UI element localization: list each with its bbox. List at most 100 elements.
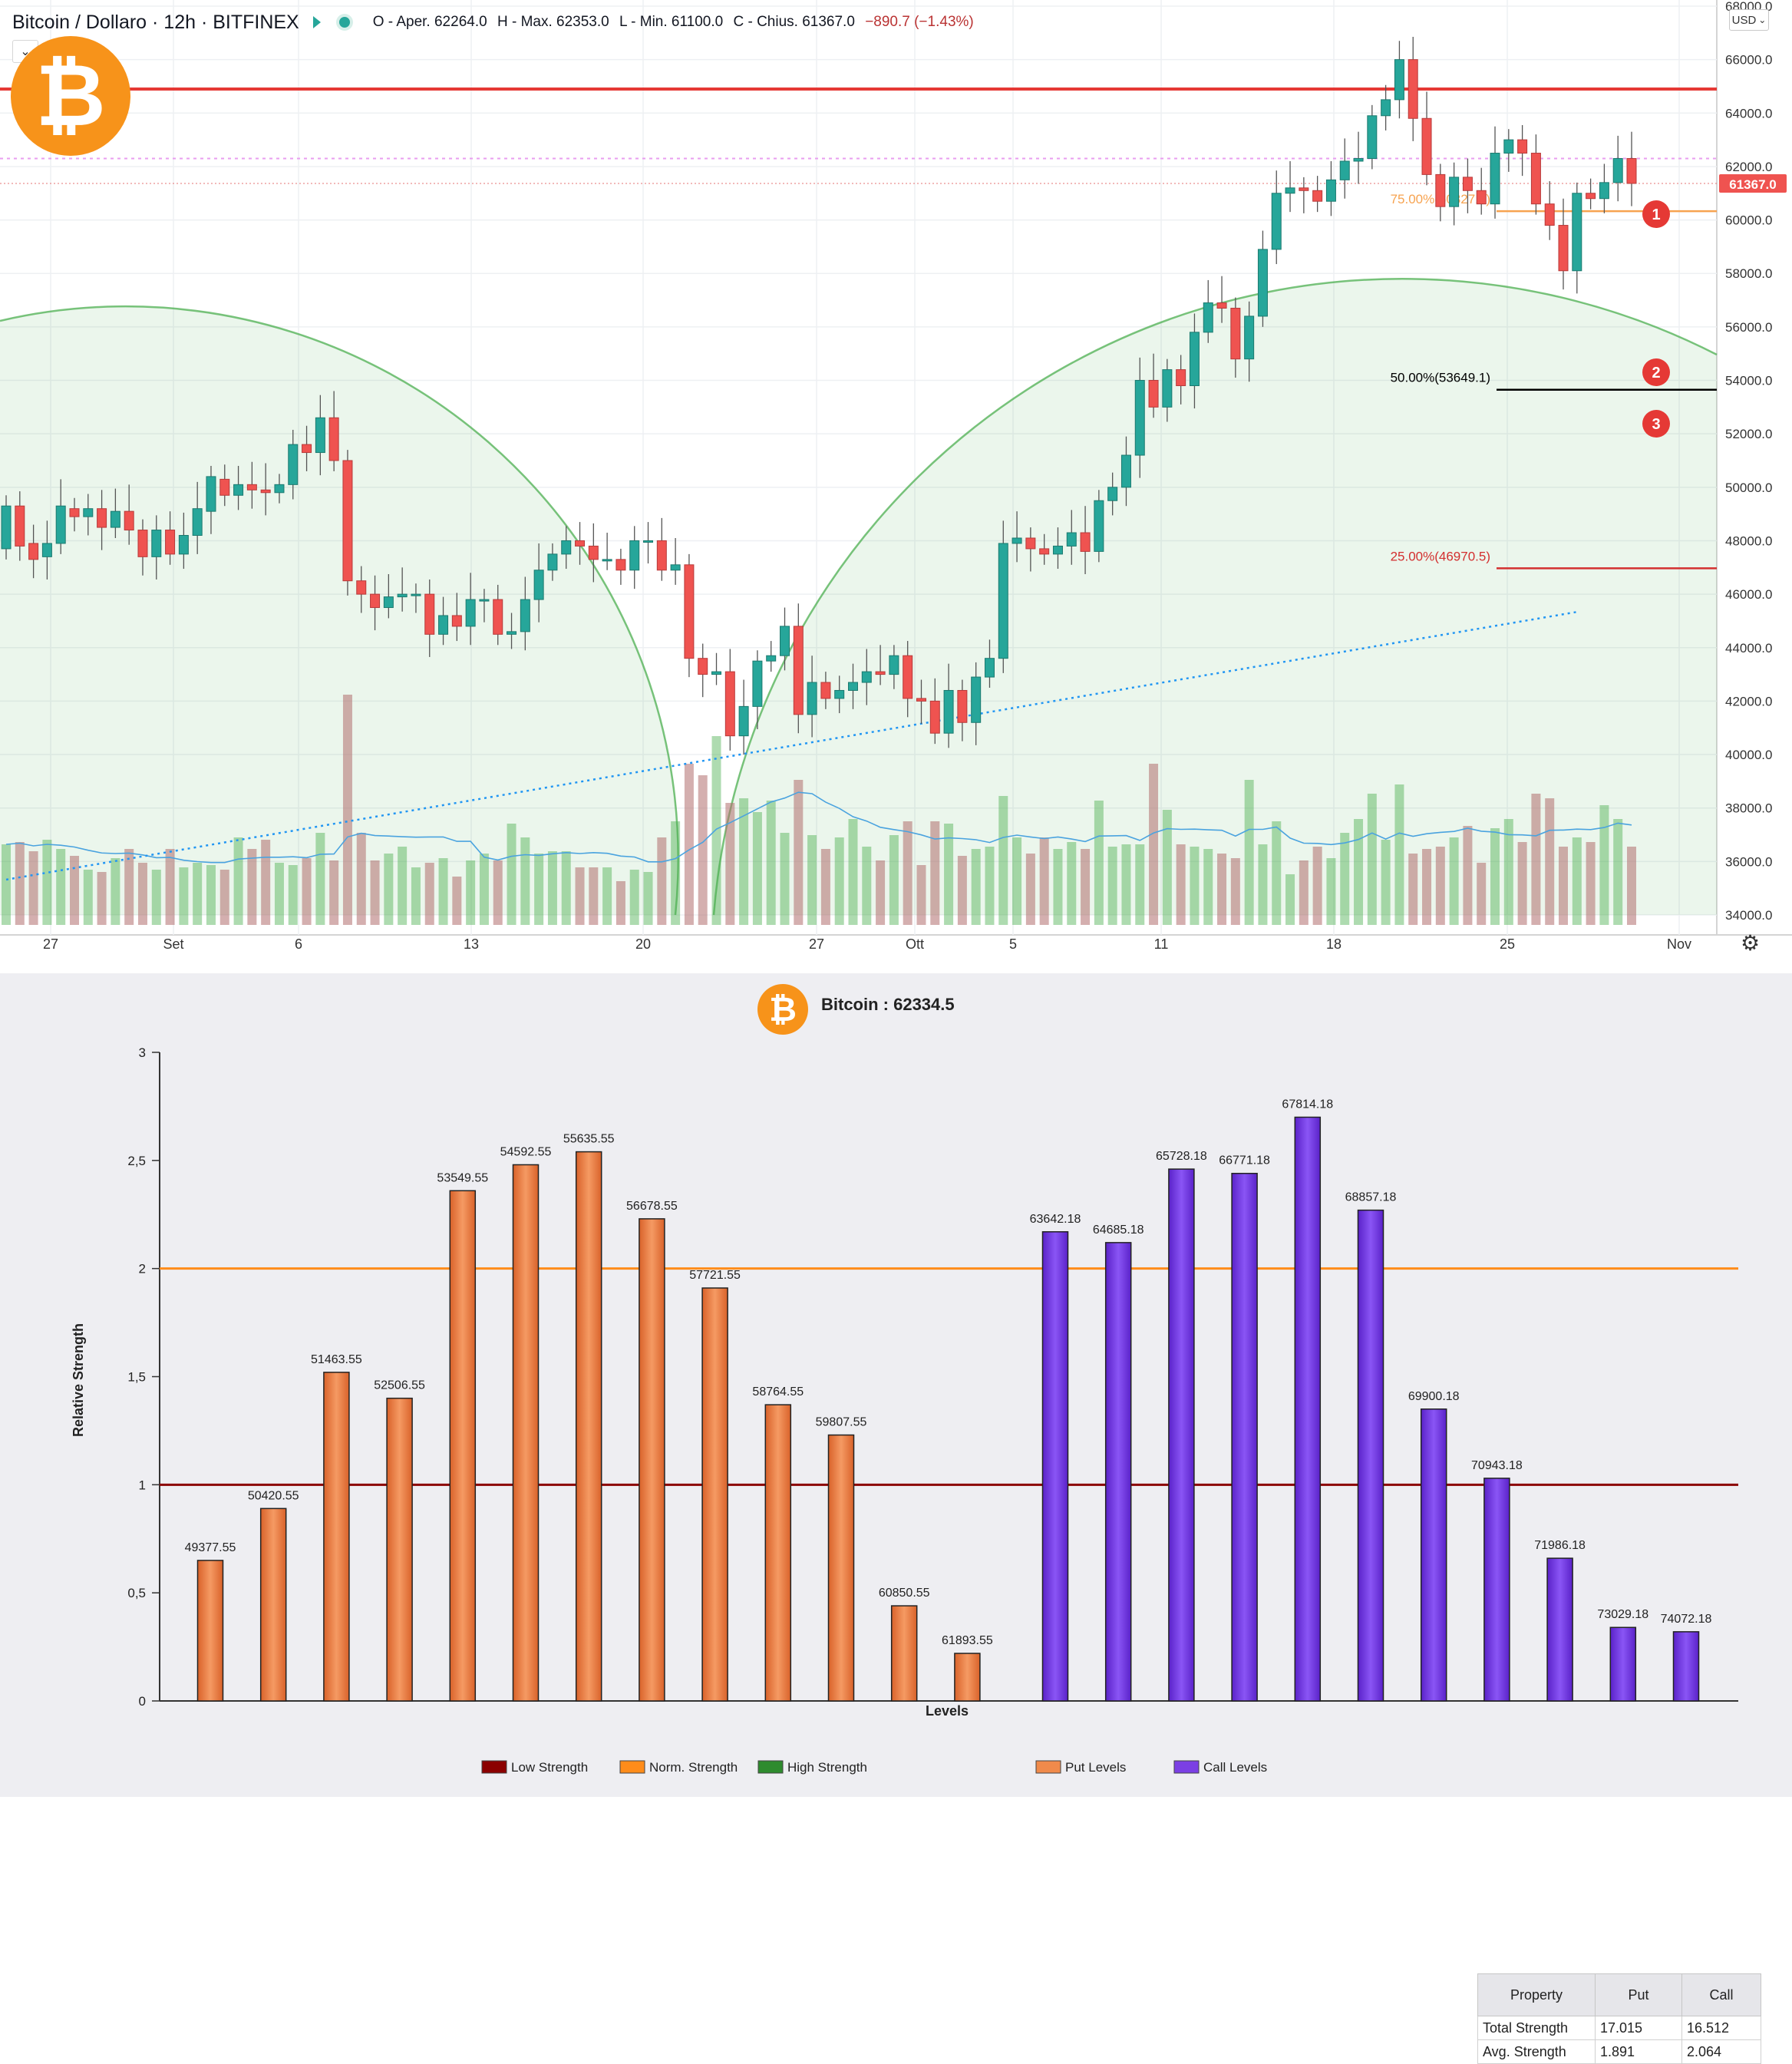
candle-body — [151, 530, 162, 557]
marker-number: 3 — [1652, 416, 1660, 433]
volume-bar — [739, 798, 749, 925]
volume-bar — [1258, 844, 1268, 925]
volume-ma-line — [5, 791, 1632, 864]
volume-bar — [206, 865, 216, 925]
price-tick-label: 42000.0 — [1725, 694, 1772, 708]
candle-body — [738, 705, 749, 737]
symbol-title[interactable]: Bitcoin / Dollaro · 12h · BITFINEX — [12, 11, 299, 33]
volume-bar — [602, 867, 612, 925]
volume-bar — [452, 877, 462, 925]
candle-body — [1080, 532, 1091, 552]
volume-bar — [985, 847, 995, 925]
candle-body — [1421, 117, 1432, 175]
volume-bar — [916, 865, 926, 925]
settings-gear-icon[interactable]: ⚙ — [1741, 931, 1761, 955]
candle-body — [192, 508, 203, 537]
candle-body — [178, 535, 189, 555]
candle-body — [1449, 177, 1460, 207]
candle-body — [1408, 59, 1418, 119]
candle-body — [766, 655, 777, 662]
candle-body — [424, 593, 435, 635]
price-tick-label: 48000.0 — [1725, 533, 1772, 548]
candle-body — [315, 417, 325, 454]
volume-bar — [534, 854, 544, 925]
volume-bar — [1559, 847, 1569, 925]
price-tick-label: 56000.0 — [1725, 320, 1772, 335]
legend-label: Call Levels — [1203, 1760, 1267, 1775]
bar-value-label: 64685.18 — [1093, 1224, 1144, 1237]
volume-bar — [1190, 847, 1200, 925]
volume-bar — [807, 835, 817, 925]
volume-bar — [752, 812, 762, 925]
volume-bar — [657, 837, 667, 925]
candle-body — [383, 596, 394, 609]
table-cell: 17.015 — [1595, 2016, 1682, 2040]
candle-body — [493, 599, 503, 635]
volume-bar — [1312, 847, 1322, 925]
candle-body — [520, 599, 530, 632]
volume-bar — [629, 870, 639, 925]
volume-bar — [684, 764, 694, 925]
strength-bar — [954, 1653, 981, 1702]
legend-label: High Strength — [787, 1760, 867, 1775]
volume-bar — [493, 860, 503, 925]
volume-bar — [671, 821, 681, 925]
dot-icon[interactable] — [338, 17, 350, 28]
volume-bar — [165, 849, 175, 925]
candle-body — [438, 615, 449, 635]
candle-body — [1599, 182, 1609, 200]
volume-bar — [1326, 858, 1336, 925]
volume-bar — [615, 881, 625, 925]
volume-bar — [1217, 854, 1227, 925]
price-tick-label: 62000.0 — [1725, 160, 1772, 174]
volume-bar — [15, 842, 25, 925]
candle-body — [698, 658, 708, 675]
volume-bar — [698, 775, 708, 925]
currency-select[interactable]: USD ⌄ — [1729, 9, 1769, 31]
strength-bar — [1357, 1209, 1384, 1702]
legend-swatch — [619, 1760, 645, 1774]
volume-bar — [1408, 854, 1418, 925]
volume-bar — [356, 833, 366, 925]
price-chart-svg[interactable]: 68000.066000.064000.062000.060000.058000… — [0, 0, 1792, 962]
arc-line-left — [0, 305, 679, 916]
candle-body — [356, 580, 367, 595]
volume-bar — [794, 780, 804, 925]
candle-body — [302, 444, 312, 454]
candle-body — [1299, 187, 1309, 191]
candle-body — [1176, 369, 1186, 386]
flag-icon[interactable] — [312, 16, 321, 28]
candle-body — [1257, 249, 1268, 317]
volume-bar — [1025, 854, 1035, 925]
strength-bar — [512, 1164, 540, 1702]
strength-bar — [196, 1560, 224, 1702]
bar-value-label: 69900.18 — [1408, 1390, 1460, 1403]
volume-bar — [780, 833, 790, 925]
arc-fill-left — [0, 306, 678, 915]
bar-value-label: 53549.55 — [437, 1171, 488, 1184]
candle-body — [834, 689, 845, 699]
strength-bar — [259, 1508, 287, 1702]
candle-body — [288, 444, 299, 485]
date-tick-label: Nov — [1667, 936, 1691, 952]
volume-bar — [766, 801, 776, 925]
candle-body — [684, 564, 695, 659]
marker-badge — [1642, 200, 1670, 228]
price-tick-label: 34000.0 — [1725, 908, 1772, 923]
volume-bar — [424, 863, 434, 925]
candle-body — [411, 593, 421, 596]
price-tick-label: 44000.0 — [1725, 641, 1772, 656]
bar-value-label: 65728.18 — [1156, 1150, 1207, 1163]
candle-body — [274, 484, 285, 494]
table-cell: 1.891 — [1595, 2039, 1682, 2064]
ohlc-open: O - Aper. 62264.0 — [372, 14, 487, 30]
volume-bar — [193, 863, 203, 925]
candle-body — [124, 510, 134, 531]
volume-bar — [384, 854, 394, 925]
volume-bar — [111, 858, 120, 925]
price-tick-label: 50000.0 — [1725, 480, 1772, 495]
strength-bar — [1483, 1478, 1510, 1702]
volume-bar — [28, 851, 38, 925]
candle-body — [1490, 153, 1500, 205]
candle-body — [820, 682, 831, 699]
